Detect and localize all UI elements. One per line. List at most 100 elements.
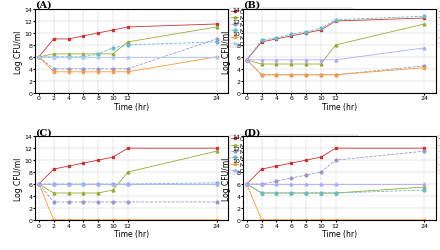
MEM (8μg/ml)+DRPL-1001 (896 μg/ml) [110,47,116,50]
MEM (16 μg/ml)+DRPL-1011 (316 μg/ml) [304,74,309,77]
Control [66,165,71,168]
MEM (16 μg/ml)+DRPL-1015 (20.5μg/ml) [318,192,323,195]
MEM (4 μg/ml) [125,41,130,44]
MEM (4 μg/ml)+DRPL-1001 (64 μg/ml) [214,38,219,41]
MEM (4 μg/ml)+DRPL-1011 (761/14 μg/ml) [244,59,249,62]
MEM (4 μg/ml) [51,53,56,56]
MEM (4μg/ml) [95,192,101,195]
MEM (4 μg/ml)+DRPL-1013 (112 μg/ml) [214,201,219,204]
MEM (4 μg/ml) [422,186,427,189]
DRPL-1011 (1 μg/ml) [289,59,294,62]
DRPL-1015 (164 μg/ml) [289,183,294,186]
MEM (4 μg/ml)+DRPL-1011 (880/14 μg/ml) [259,40,264,42]
Line: MEM (4 μg/ml)+DRPL-1013 (112 μg/ml): MEM (4 μg/ml)+DRPL-1013 (112 μg/ml) [37,183,218,204]
MEM (4 μg/ml) [304,192,309,195]
MEM (16 μg/ml)+DRPL-1001 (448 μg/ml) [51,71,56,74]
MEM (4 μg/ml)+DRPL-1013 (112 μg/ml) [36,183,41,186]
Legend: Control, MEM (4μg/ml), MEM (4 μg/ml)+DRPL-1013 (112 μg/ml), MEM (2 μg/ml)+DRPL-1: Control, MEM (4μg/ml), MEM (4 μg/ml)+DRP… [230,136,359,174]
Control [81,35,86,38]
DRPL-1011 (1 μg/ml) [274,59,279,62]
Line: Control: Control [246,147,426,186]
DRPL-1001 (64 μg/ml) [125,56,130,59]
Line: MEM (4 μg/ml): MEM (4 μg/ml) [246,24,426,66]
MEM (16 μg/ml)+DRPL-1015 (20.5μg/ml) [289,192,294,195]
DRPL-1011 (1 μg/ml) [259,59,264,62]
Line: MEM (4 μg/ml): MEM (4 μg/ml) [246,183,426,194]
MEM (16 μg/ml)+DRPL-1015 (20.5μg/ml) [422,189,427,192]
MEM (8μg/ml)+DRPL-1001 (896 μg/ml) [125,44,130,47]
Line: DRPL-1011 (1 μg/ml): DRPL-1011 (1 μg/ml) [246,47,426,62]
MEM (16 μg/ml)+DRPL-1011 (316 μg/ml) [289,74,294,77]
DRPL-1011 (1 μg/ml) [318,59,323,62]
MEM (4 μg/ml) [259,192,264,195]
MEM (4 μg/ml)+DRPL-1013 (112 μg/ml) [66,201,71,204]
DRPL-1015 (164 μg/ml) [422,183,427,186]
Control [422,18,427,20]
X-axis label: Time (hr): Time (hr) [322,229,357,238]
DRPL-1013 (64 μg/ml) [51,183,56,186]
Control [95,32,101,35]
MEM (4 μg/ml)+DRPL-1015 (20.5μg/ml) [289,177,294,180]
Control [289,35,294,38]
MEM (4 μg/ml) [110,53,116,56]
DRPL-1015 (164 μg/ml) [304,183,309,186]
Y-axis label: Log CFU/ml: Log CFU/ml [222,157,231,200]
DRPL-1013 (64 μg/ml) [36,183,41,186]
Line: Control: Control [37,147,218,186]
DRPL-1013 (64 μg/ml) [125,183,130,186]
Line: Control: Control [37,24,218,59]
MEM (16 μg/ml)+DRPL-1015 (164/64μg/ml) [333,218,338,222]
DRPL-1015 (164 μg/ml) [274,183,279,186]
MEM (2 μg/ml)+DRPL-1013 (112-64 μg/ml) [125,183,130,186]
MEM (4 μg/ml)+DRPL-1015 (20.5μg/ml) [422,150,427,153]
MEM (4 μg/ml) [36,56,41,59]
Line: MEM (16 μg/ml)+DRPL-1015 (164/64μg/ml): MEM (16 μg/ml)+DRPL-1015 (164/64μg/ml) [246,183,426,222]
MEM (8μg/ml)+DRPL-1001 (896 μg/ml) [36,56,41,59]
MEM (4 μg/ml) [244,59,249,62]
MEM (4 μg/ml) [214,26,219,29]
Control [274,165,279,168]
MEM (16 μg/ml)+DRPL-1001 (448 μg/ml) [36,56,41,59]
MEM (16 μg/ml)+DRPL-1015 (164/64μg/ml) [274,218,279,222]
DRPL-1015 (164 μg/ml) [244,183,249,186]
Legend: Control, MEM (4 μg/ml), MEM (4 μg/ml)+DRPL-1015 (20.5μg/ml), MEM (16 μg/ml)+DRPL: Control, MEM (4 μg/ml), MEM (4 μg/ml)+DR… [438,136,440,174]
Line: MEM (4 μg/ml)+DRPL-1011 (761/14 μg/ml): MEM (4 μg/ml)+DRPL-1011 (761/14 μg/ml) [246,59,426,77]
MEM (4 μg/ml)+DRPL-1015 (20.5μg/ml) [304,174,309,177]
DRPL-1001 (64 μg/ml) [214,56,219,59]
Line: MEM (4 μg/ml)+DRPL-1001 (64 μg/ml): MEM (4 μg/ml)+DRPL-1001 (64 μg/ml) [37,38,218,71]
MEM (16 μg/ml)+DRPL-1001 (448 μg/ml) [214,56,219,59]
Line: MEM (2 μg/ml)+DRPL-1013 (112-64 μg/ml): MEM (2 μg/ml)+DRPL-1013 (112-64 μg/ml) [37,182,218,186]
MEM (4 μg/ml)+DRPL-1015 (20.5μg/ml) [244,183,249,186]
DRPL-1011 (1 μg/ml) [244,59,249,62]
MEM (16 μg/ml)+DRPL-1015 (20.5μg/ml) [333,192,338,195]
Control [81,162,86,165]
Line: MEM (4μg/ml): MEM (4μg/ml) [37,150,218,194]
MEM (4μg/ml) [125,171,130,174]
X-axis label: Time (hr): Time (hr) [114,102,149,112]
MEM (16 μg/ml)+DRPL-1015 (164/64μg/ml) [244,183,249,186]
MEM (4 μg/ml)+DRPL-1013 (28-004 μg/ml) [214,218,219,222]
MEM (4 μg/ml)+DRPL-1015 (20.5μg/ml) [259,183,264,186]
Legend: Control, MEM (4 μg/ml), MEM (4 μg/ml)+DRPL-1001 (64 μg/ml), MEM (8μg/ml)+DRPL-10: Control, MEM (4 μg/ml), MEM (4 μg/ml)+DR… [230,9,353,48]
Control [125,147,130,150]
MEM (16 μg/ml)+DRPL-1015 (164/64μg/ml) [289,218,294,222]
MEM (4 μg/ml)+DRPL-1011 (880/14 μg/ml) [289,34,294,36]
MEM (4 μg/ml)+DRPL-1013 (28-004 μg/ml) [81,218,86,222]
MEM (4 μg/ml)+DRPL-1013 (112 μg/ml) [81,201,86,204]
DRPL-1001 (64 μg/ml) [36,56,41,59]
MEM (4 μg/ml) [66,53,71,56]
DRPL-1001 (64 μg/ml) [66,56,71,59]
Line: MEM (4 μg/ml)+DRPL-1013 (28-004 μg/ml): MEM (4 μg/ml)+DRPL-1013 (28-004 μg/ml) [37,183,218,222]
MEM (16 μg/ml)+DRPL-1015 (20.5μg/ml) [274,192,279,195]
MEM (16 μg/ml)+DRPL-1015 (20.5μg/ml) [304,192,309,195]
Control [125,26,130,29]
Text: (A): (A) [35,1,52,10]
MEM (4 μg/ml)+DRPL-1011 (761/14 μg/ml) [289,74,294,77]
MEM (4 μg/ml)+DRPL-1011 (761/14 μg/ml) [304,74,309,77]
MEM (4 μg/ml)+DRPL-1013 (28-004 μg/ml) [51,218,56,222]
MEM (4 μg/ml) [333,192,338,195]
MEM (4 μg/ml) [304,63,309,66]
Y-axis label: Log CFU/ml: Log CFU/ml [14,157,23,200]
Control [289,162,294,165]
Line: MEM (16 μg/ml)+DRPL-1001 (448 μg/ml): MEM (16 μg/ml)+DRPL-1001 (448 μg/ml) [37,56,218,74]
